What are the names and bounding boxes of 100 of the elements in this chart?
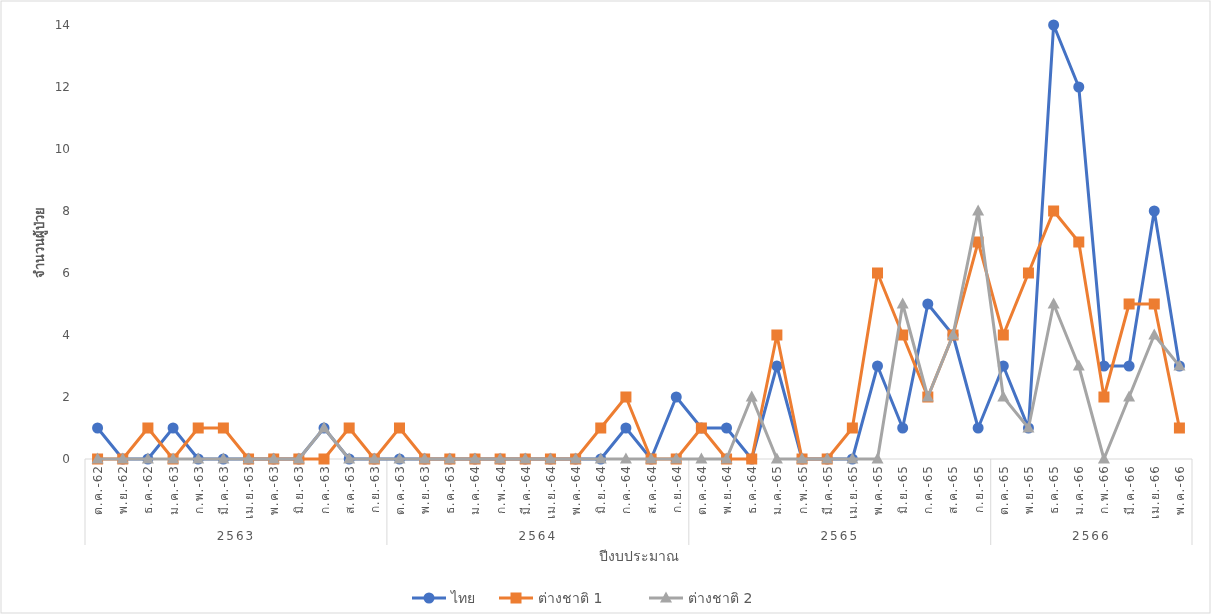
point: [695, 452, 708, 464]
x-tick-label: เม.ย.-65: [845, 465, 860, 520]
point: [1173, 422, 1185, 434]
y-tick-label: 4: [62, 328, 70, 342]
point: [771, 329, 783, 341]
x-tick-label: พ.ย.-65: [1021, 465, 1036, 515]
x-tick-label: พ.ย.-64: [720, 465, 735, 515]
x-tick-label: เม.ย.-64: [543, 465, 558, 520]
text: 2566: [1072, 529, 1111, 543]
x-tick-label: พ.ย.-63: [418, 465, 433, 515]
point: [595, 422, 607, 434]
x-tick-label: มี.ค.-66: [1122, 465, 1137, 516]
y-tick-label: 2: [62, 390, 70, 404]
point: [871, 452, 884, 464]
text: 2564: [518, 529, 558, 543]
point: [1098, 391, 1110, 403]
x-tick-label: ก.ย.-63: [367, 465, 382, 514]
x-tick-label: ธ.ค.-62: [141, 465, 156, 515]
x-tick-label: ต.ค.-62: [91, 465, 106, 516]
x-tick-label: ก.ย.-65: [971, 465, 986, 514]
point: [896, 297, 909, 309]
point: [1048, 19, 1060, 31]
x-tick-label: พ.ค.-66: [1172, 465, 1187, 516]
point: [1072, 359, 1085, 371]
x-tick-label: ก.พ.-64: [493, 465, 508, 515]
point: [897, 422, 909, 434]
y-tick-label: 8: [62, 204, 70, 218]
point: [972, 204, 985, 216]
point: [770, 452, 783, 464]
point: [217, 422, 229, 434]
x-tick-label: ธ.ค.-64: [745, 465, 760, 515]
x-tick-label: ต.ค.-64: [694, 465, 709, 516]
legend-label: ต่างชาติ 1: [538, 590, 603, 606]
point: [745, 390, 758, 402]
x-tick-label: มี.ค.-65: [820, 465, 835, 516]
x-tick-label: พ.ย.-62: [116, 465, 131, 515]
point: [1097, 452, 1110, 464]
point: [1048, 205, 1060, 217]
y-tick-label: 10: [54, 142, 70, 156]
x-tick-label: เม.ย.-66: [1147, 465, 1162, 520]
point: [922, 298, 934, 310]
x-axis-title: ปีงบประมาณ: [598, 548, 679, 564]
x-tick-label: พ.ค.-63: [267, 465, 282, 516]
point: [872, 267, 884, 279]
point: [167, 422, 179, 434]
point: [619, 452, 632, 464]
point: [1123, 298, 1135, 310]
x-tick-label: ส.ค.-64: [644, 465, 659, 515]
point: [1123, 390, 1136, 402]
point: [1073, 236, 1085, 248]
x-tick-label: ส.ค.-65: [946, 465, 961, 515]
x-tick-label: พ.ค.-64: [569, 465, 584, 516]
y-tick-label: 14: [54, 18, 70, 32]
point: [1123, 360, 1135, 372]
x-tick-label: ส.ค.-63: [342, 465, 357, 515]
point: [846, 422, 858, 434]
x-tick-label: ก.ค.-64: [619, 465, 634, 515]
x-tick-label: ก.พ.-63: [191, 465, 206, 515]
point: [721, 422, 733, 434]
point: [192, 422, 204, 434]
x-tick-label: ธ.ค.-65: [1047, 465, 1062, 515]
legend-label: ต่างชาติ 2: [688, 590, 753, 606]
point: [142, 422, 154, 434]
x-tick-label: ม.ค.-65: [770, 465, 785, 516]
legend-label: ไทย: [450, 590, 475, 606]
y-tick-label: 12: [54, 80, 70, 94]
point: [620, 391, 632, 403]
point: [670, 391, 682, 403]
point: [1073, 81, 1085, 93]
x-tick-label: มิ.ย.-63: [292, 465, 307, 515]
x-tick-label: ก.พ.-66: [1097, 465, 1112, 515]
text: 2563: [216, 529, 256, 543]
text: 2565: [820, 529, 860, 543]
point: [318, 453, 330, 465]
y-axis-title: จำนวนผู้ป่วย: [32, 206, 48, 278]
x-tick-label: มี.ค.-63: [216, 465, 231, 516]
point: [972, 422, 984, 434]
x-tick-label: ต.ค.-63: [392, 465, 407, 516]
y-tick-label: 0: [62, 452, 70, 466]
point: [343, 422, 355, 434]
x-tick-label: ต.ค.-65: [996, 465, 1011, 516]
x-tick-label: ม.ค.-63: [166, 465, 181, 516]
x-tick-label: พ.ค.-65: [871, 465, 886, 516]
x-tick-label: ธ.ค.-63: [443, 465, 458, 515]
point: [1047, 297, 1060, 309]
point: [1148, 298, 1160, 310]
point: [1148, 205, 1160, 217]
x-tick-label: ม.ค.-66: [1072, 465, 1087, 516]
x-tick-label: ก.พ.-65: [795, 465, 810, 515]
x-tick-label: ก.ค.-63: [317, 465, 332, 515]
point: [1148, 328, 1161, 340]
x-tick-label: เม.ย.-63: [242, 465, 257, 520]
x-tick-label: มิ.ย.-65: [896, 465, 911, 515]
x-tick-label: ม.ค.-64: [468, 465, 483, 516]
point: [1022, 267, 1034, 279]
point: [92, 422, 104, 434]
x-tick-label: มี.ค.-64: [518, 465, 533, 516]
y-tick-label: 6: [62, 266, 70, 280]
x-tick-label: มิ.ย.-64: [594, 465, 609, 515]
point: [997, 329, 1009, 341]
